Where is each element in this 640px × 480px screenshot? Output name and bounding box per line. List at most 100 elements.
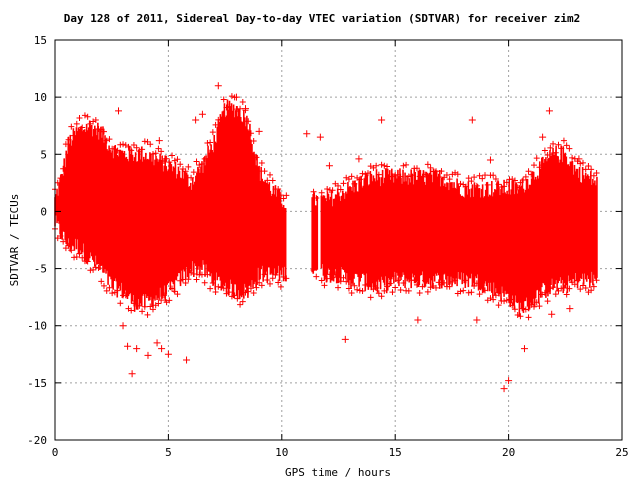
sdtvar-point [476, 291, 483, 298]
data-layer [52, 82, 600, 393]
sdtvar-point [313, 273, 320, 280]
sdtvar-point [160, 292, 167, 299]
sdtvar-point [169, 285, 176, 292]
sdtvar-point [356, 176, 363, 183]
sdtvar-point [253, 154, 260, 161]
sdtvar-point [471, 174, 478, 181]
sdtvar-point [443, 172, 450, 179]
outlier-point [133, 345, 141, 353]
sdtvar-point [462, 277, 469, 284]
outlier-point [539, 133, 547, 141]
sdtvar-point [207, 139, 214, 146]
outlier-point [486, 156, 494, 164]
sdtvar-point [81, 112, 88, 119]
sdtvar-point [566, 145, 573, 152]
sdtvar-point [531, 162, 538, 169]
sdtvar-point [239, 98, 246, 105]
sdtvar-point [204, 271, 211, 278]
sdtvar-point [552, 149, 559, 156]
sdtvar-point [482, 172, 489, 179]
sdtvar-point [261, 168, 268, 175]
sdtvar-point [539, 162, 546, 169]
sdtvar-point [438, 168, 445, 175]
sdtvar-point [182, 279, 189, 286]
sdtvar-point [517, 313, 524, 320]
sdtvar-point [405, 173, 412, 180]
sdtvar-point [354, 174, 361, 181]
outlier-point [255, 127, 263, 135]
sdtvar-point [103, 287, 110, 294]
sdtvar-point [384, 163, 391, 170]
outlier-point [341, 335, 349, 343]
sdtvar-point [514, 311, 521, 318]
sdtvar-point [588, 166, 595, 173]
sdtvar-point [215, 283, 222, 290]
sdtvar-point [106, 284, 113, 291]
sdtvar-point [147, 141, 154, 148]
sdtvar-point [544, 152, 551, 159]
outlier-point [545, 107, 553, 115]
sdtvar-point [522, 306, 529, 313]
sdtvar-point [533, 155, 540, 162]
sdtvar-point [329, 187, 336, 194]
outlier-point [198, 110, 206, 118]
sdtvar-point [201, 155, 208, 162]
sdtvar-point [188, 269, 195, 276]
outlier-point [473, 316, 481, 324]
sdtvar-point [122, 292, 129, 299]
outlier-point [128, 370, 136, 378]
sdtvar-point [155, 145, 162, 152]
sdtvar-point [473, 280, 480, 287]
sdtvar-point [76, 114, 83, 121]
sdtvar-point [427, 164, 434, 171]
sdtvar-point [250, 137, 257, 144]
sdtvar-point [188, 174, 195, 181]
sdtvar-point [579, 282, 586, 289]
sdtvar-point [351, 282, 358, 289]
outlier-point [468, 116, 476, 124]
sdtvar-point [577, 160, 584, 167]
sdtvar-point [582, 284, 589, 291]
sdtvar-point [264, 276, 271, 283]
sdtvar-point [149, 306, 156, 313]
sdtvar-point [147, 303, 154, 310]
sdtvar-point [60, 238, 67, 245]
sdtvar-point [258, 159, 265, 166]
sdtvar-point [245, 288, 252, 295]
y-tick-label: -5 [34, 263, 47, 276]
sdtvar-point [100, 282, 107, 289]
sdtvar-point [359, 288, 366, 295]
sdtvar-point [367, 294, 374, 301]
sdtvar-point [198, 160, 205, 167]
outlier-point [158, 345, 166, 353]
sdtvar-point [536, 303, 543, 310]
sdtvar-point [433, 168, 440, 175]
sdtvar-point [411, 277, 418, 284]
sdtvar-point [98, 278, 105, 285]
outlier-point [124, 342, 132, 350]
sdtvar-point [541, 289, 548, 296]
sdtvar-point [400, 279, 407, 286]
sdtvar-point [503, 179, 510, 186]
sdtvar-point [419, 283, 426, 290]
sdtvar-point [245, 118, 252, 125]
sdtvar-point [171, 288, 178, 295]
sdtvar-point [144, 311, 151, 318]
outlier-point [192, 116, 200, 124]
sdtvar-point [424, 161, 431, 168]
sdtvar-point [479, 175, 486, 182]
sdtvar-point [503, 297, 510, 304]
sdtvar-point [427, 284, 434, 291]
sdtvar-point [152, 150, 159, 157]
sdtvar-point [258, 282, 265, 289]
sdtvar-point [563, 291, 570, 298]
sdtvar-point [424, 288, 431, 295]
sdtvar-point [514, 184, 521, 191]
sdtvar-point [441, 279, 448, 286]
axis-ticks: 0 5 10 15 20 25 -20 -15 -10 -5 0 5 10 15 [27, 34, 629, 459]
sdtvar-point [593, 277, 600, 284]
sdtvar-point [364, 280, 371, 287]
sdtvar-point [193, 276, 200, 283]
sdtvar-point [253, 284, 260, 291]
